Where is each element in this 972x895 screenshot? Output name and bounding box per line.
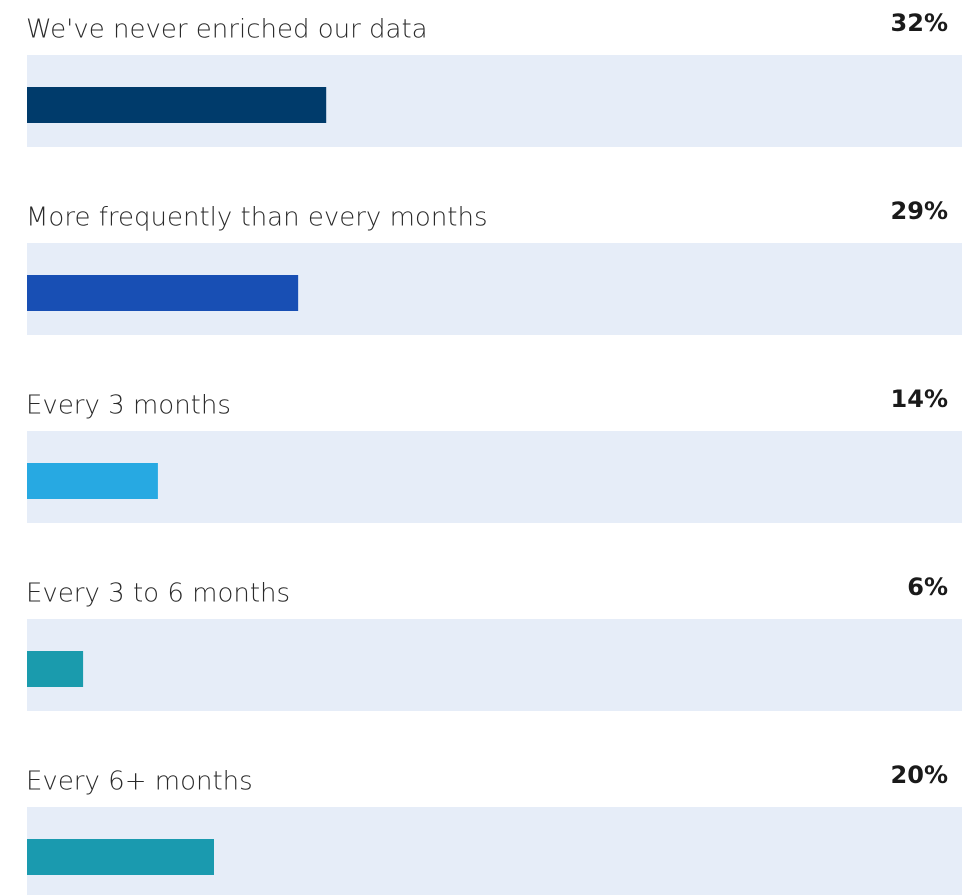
bar bbox=[27, 839, 214, 875]
value-label: 14% bbox=[891, 385, 948, 413]
category-label: We've never enriched our data bbox=[26, 15, 428, 45]
bar bbox=[27, 275, 299, 311]
bar bbox=[27, 463, 158, 499]
category-label: More frequently than every months bbox=[26, 203, 488, 233]
category-label: Every 6+ months bbox=[26, 767, 253, 797]
category-label: Every 3 months bbox=[26, 391, 231, 421]
bar bbox=[27, 87, 327, 123]
value-label: 20% bbox=[891, 761, 948, 789]
value-label: 29% bbox=[891, 197, 948, 225]
value-label: 6% bbox=[907, 573, 948, 601]
bar-track bbox=[27, 619, 962, 711]
category-label: Every 3 to 6 months bbox=[26, 579, 290, 609]
bar-track bbox=[27, 431, 962, 523]
value-label: 32% bbox=[891, 9, 948, 37]
bar bbox=[27, 651, 84, 687]
